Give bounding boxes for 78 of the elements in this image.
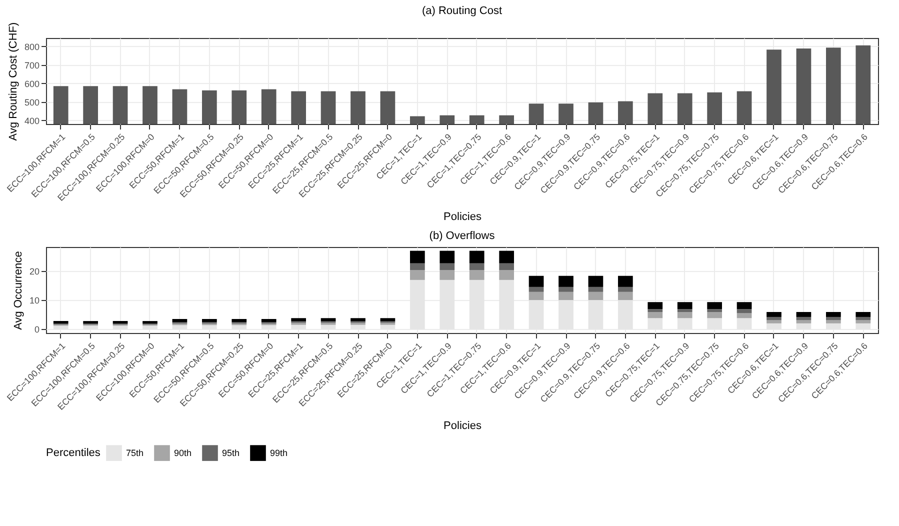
y-tick-label: 400 [24, 116, 40, 126]
bar [499, 263, 514, 270]
bar [261, 319, 276, 322]
bar [826, 316, 841, 320]
bar [291, 318, 306, 322]
y-axis-title: Avg Occurrence [12, 251, 24, 330]
legend-label: 95th [222, 448, 240, 458]
bar [53, 321, 68, 324]
y-tick-label: 20 [29, 266, 40, 276]
legend-label: 90th [174, 448, 192, 458]
bar [558, 276, 574, 287]
bar [856, 316, 871, 320]
y-tick-label: 10 [29, 296, 40, 306]
bar [826, 312, 841, 317]
bar [766, 320, 782, 324]
bar [202, 319, 217, 322]
y-tick-label: 0 [34, 324, 40, 335]
bar [83, 321, 98, 324]
bar [410, 270, 425, 280]
chart-title: (a) Routing Cost [422, 4, 502, 17]
bar [380, 318, 396, 322]
bar [528, 292, 544, 300]
bar [826, 320, 841, 324]
bar [320, 318, 336, 322]
bar [648, 302, 663, 310]
bar [440, 270, 455, 280]
bar [677, 302, 692, 310]
bar [469, 270, 484, 280]
bar [410, 250, 425, 264]
legend-label: 75th [126, 448, 144, 458]
bar [856, 320, 871, 324]
y-tick-label: 600 [24, 78, 40, 89]
bar [469, 250, 484, 264]
bar [707, 309, 722, 312]
bar [618, 292, 633, 300]
legend-label: 99th [270, 448, 288, 458]
bar [558, 292, 574, 300]
bar [736, 309, 752, 314]
bar [172, 319, 188, 322]
bar [736, 302, 752, 310]
bar [856, 312, 871, 317]
bar [618, 276, 633, 287]
bar [677, 312, 692, 318]
bar [677, 309, 692, 312]
bar [142, 321, 158, 324]
bar [588, 286, 604, 292]
bar [528, 286, 544, 292]
bar [112, 321, 128, 324]
bar [648, 309, 663, 312]
bar [766, 316, 782, 320]
x-axis-title: Policies [444, 420, 482, 432]
legend-title: Percentiles [46, 447, 101, 459]
chart-title: (b) Overflows [429, 230, 496, 242]
y-tick-label: 800 [24, 42, 40, 52]
y-tick-label: 500 [24, 97, 40, 108]
bar [618, 286, 633, 292]
bar [440, 263, 455, 270]
bar [440, 250, 455, 264]
bar [469, 263, 484, 270]
bar [707, 312, 722, 318]
bar [588, 292, 604, 300]
x-axis-title: Policies [444, 210, 482, 223]
bar [499, 250, 514, 264]
bar [350, 318, 366, 322]
bar [499, 270, 514, 280]
bar [648, 312, 663, 318]
bar [232, 319, 247, 322]
bar [736, 313, 752, 318]
bar [766, 312, 782, 317]
bar [558, 286, 574, 292]
y-tick-label: 700 [24, 60, 40, 70]
bar [796, 316, 812, 320]
bar [588, 276, 604, 287]
bar [707, 302, 722, 310]
bar [410, 263, 425, 270]
bar [528, 276, 544, 287]
bar [796, 312, 812, 317]
bar [796, 320, 812, 324]
